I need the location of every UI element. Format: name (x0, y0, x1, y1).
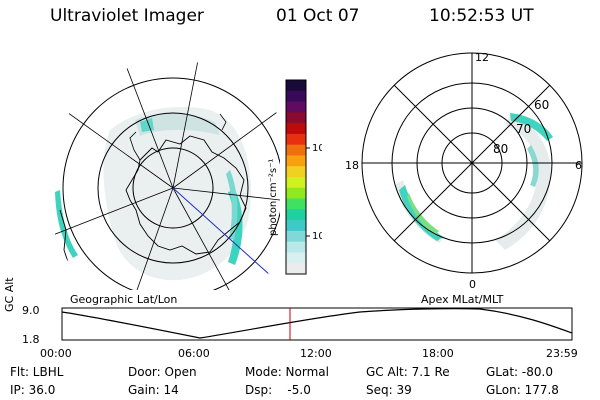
colorbar: 100 10 photon cm⁻²s⁻¹ (268, 79, 322, 275)
info-door: Door: Open (128, 365, 197, 379)
lat-label-60: 60 (534, 98, 549, 112)
xtick-2359: 23:59 (546, 347, 578, 360)
time-label: 10:52:53 UT (429, 6, 534, 26)
app-title: Ultraviolet Imager (50, 6, 204, 26)
colorbar-swatch (286, 220, 306, 232)
geographic-image-panel (55, 60, 280, 290)
lat-label-70: 70 (516, 122, 531, 136)
colorbar-swatch (286, 90, 306, 103)
colorbar-swatch (286, 144, 306, 156)
colorbar-swatch (286, 80, 306, 92)
magnetic-image-panel: 12 18 6 0 60 70 80 (345, 51, 583, 291)
info-mode: Mode: Normal (245, 365, 329, 379)
lat-label-80: 80 (493, 142, 508, 156)
info-seq: Seq: 39 (366, 383, 412, 397)
xtick-1200: 12:00 (300, 347, 332, 360)
info-gc-alt: GC Alt: 7.1 Re (366, 365, 450, 379)
colorbar-tick-100: 100 (312, 143, 322, 154)
mag-panel-label: Apex MLat/MLT (421, 293, 504, 306)
colorbar-swatch (286, 187, 306, 200)
colorbar-unit-label: photon cm⁻²s⁻¹ (268, 159, 279, 236)
mlt-label-6: 6 (575, 159, 582, 172)
colorbar-swatch (286, 166, 306, 178)
colorbar-swatch (286, 263, 306, 275)
altitude-ytick-bottom: 1.8 (22, 333, 40, 346)
date-label: 01 Oct 07 (276, 6, 360, 26)
colorbar-swatch (286, 241, 306, 253)
colorbar-swatch (286, 133, 306, 146)
xtick-0600: 06:00 (178, 347, 210, 360)
colorbar-swatch (286, 198, 306, 210)
altitude-plot: 9.0 1.8 00:00 06:00 12:00 18:00 23:59 (22, 304, 578, 360)
mlt-label-12: 12 (475, 51, 489, 64)
colorbar-swatch (286, 230, 306, 243)
altitude-ylabel-text: GC Alt (3, 277, 16, 312)
colorbar-scale (286, 80, 306, 275)
mlt-label-18: 18 (345, 159, 359, 172)
info-dsp: Dsp: -5.0 (245, 383, 311, 397)
colorbar-swatch (286, 209, 306, 221)
colorbar-swatch (286, 123, 306, 135)
xtick-1800: 18:00 (422, 347, 454, 360)
info-filter: Flt: LBHL (10, 365, 64, 379)
colorbar-swatch (286, 112, 306, 124)
geo-panel-label: Geographic Lat/Lon (70, 293, 178, 306)
colorbar-tick-10: 10 (312, 231, 322, 242)
xtick-0000: 00:00 (40, 347, 72, 360)
info-ip: IP: 36.0 (10, 383, 56, 397)
info-glon: GLon: 177.8 (486, 383, 559, 397)
colorbar-swatch (286, 177, 306, 189)
info-gain: Gain: 14 (128, 383, 179, 397)
info-glat: GLat: -80.0 (486, 365, 553, 379)
colorbar-swatch (286, 101, 306, 113)
colorbar-swatch (286, 155, 306, 167)
colorbar-swatch (286, 252, 306, 264)
mlt-label-0: 0 (469, 278, 476, 291)
altitude-ytick-top: 9.0 (22, 304, 40, 317)
